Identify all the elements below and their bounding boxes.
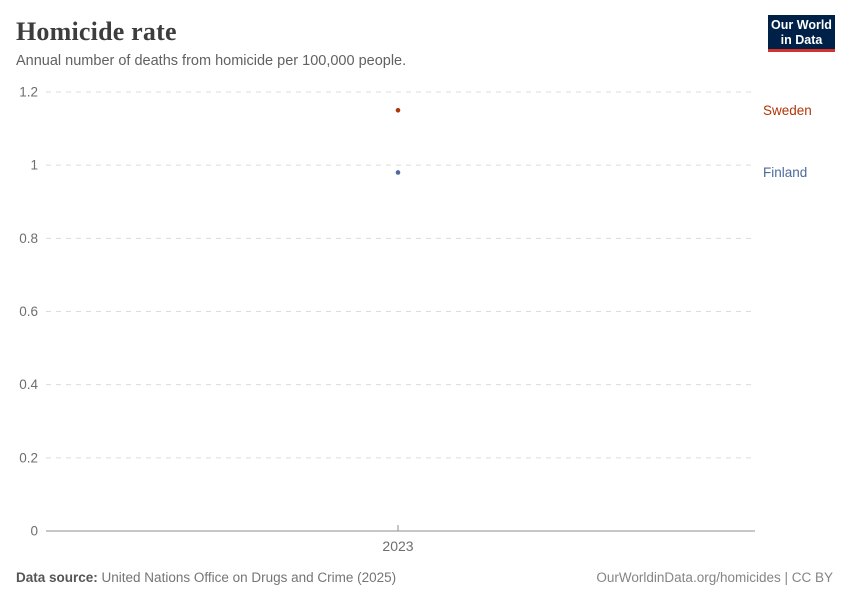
- y-tick-label-0.8: 0.8: [19, 231, 38, 246]
- y-axis-tick-labels: 0 0.2 0.4 0.6 0.8 1 1.2: [19, 85, 38, 539]
- x-tick-label: 2023: [382, 538, 413, 554]
- y-tick-label-1: 1: [30, 158, 38, 173]
- y-tick-label-0.4: 0.4: [19, 377, 38, 392]
- x-axis: 2023: [382, 525, 414, 554]
- credit-link[interactable]: OurWorldinData.org/homicides | CC BY: [596, 570, 833, 585]
- data-point-sweden[interactable]: [395, 107, 401, 113]
- data-source-label: Data source:: [16, 570, 98, 585]
- y-tick-label-1.2: 1.2: [19, 85, 38, 100]
- owid-logo-line2: in Data: [780, 33, 823, 47]
- series-labels-group: Sweden Finland: [763, 103, 812, 180]
- series-label-sweden[interactable]: Sweden: [763, 103, 812, 118]
- series-label-finland[interactable]: Finland: [763, 165, 807, 180]
- data-point-finland[interactable]: [395, 170, 401, 175]
- y-tick-label-0.6: 0.6: [19, 304, 38, 319]
- owid-logo[interactable]: Our World in Data: [768, 15, 835, 52]
- data-source-text: United Nations Office on Drugs and Crime…: [97, 570, 397, 585]
- data-source-note: Data source: United Nations Office on Dr…: [16, 570, 396, 585]
- data-points-group: [395, 107, 401, 175]
- gridlines-group: [46, 91, 755, 532]
- y-tick-label-0: 0: [30, 524, 38, 539]
- chart-subtitle: Annual number of deaths from homicide pe…: [16, 53, 407, 69]
- y-tick-label-0.2: 0.2: [19, 450, 38, 465]
- owid-logo-line1: Our World: [771, 18, 832, 32]
- page-title: Homicide rate: [16, 17, 177, 46]
